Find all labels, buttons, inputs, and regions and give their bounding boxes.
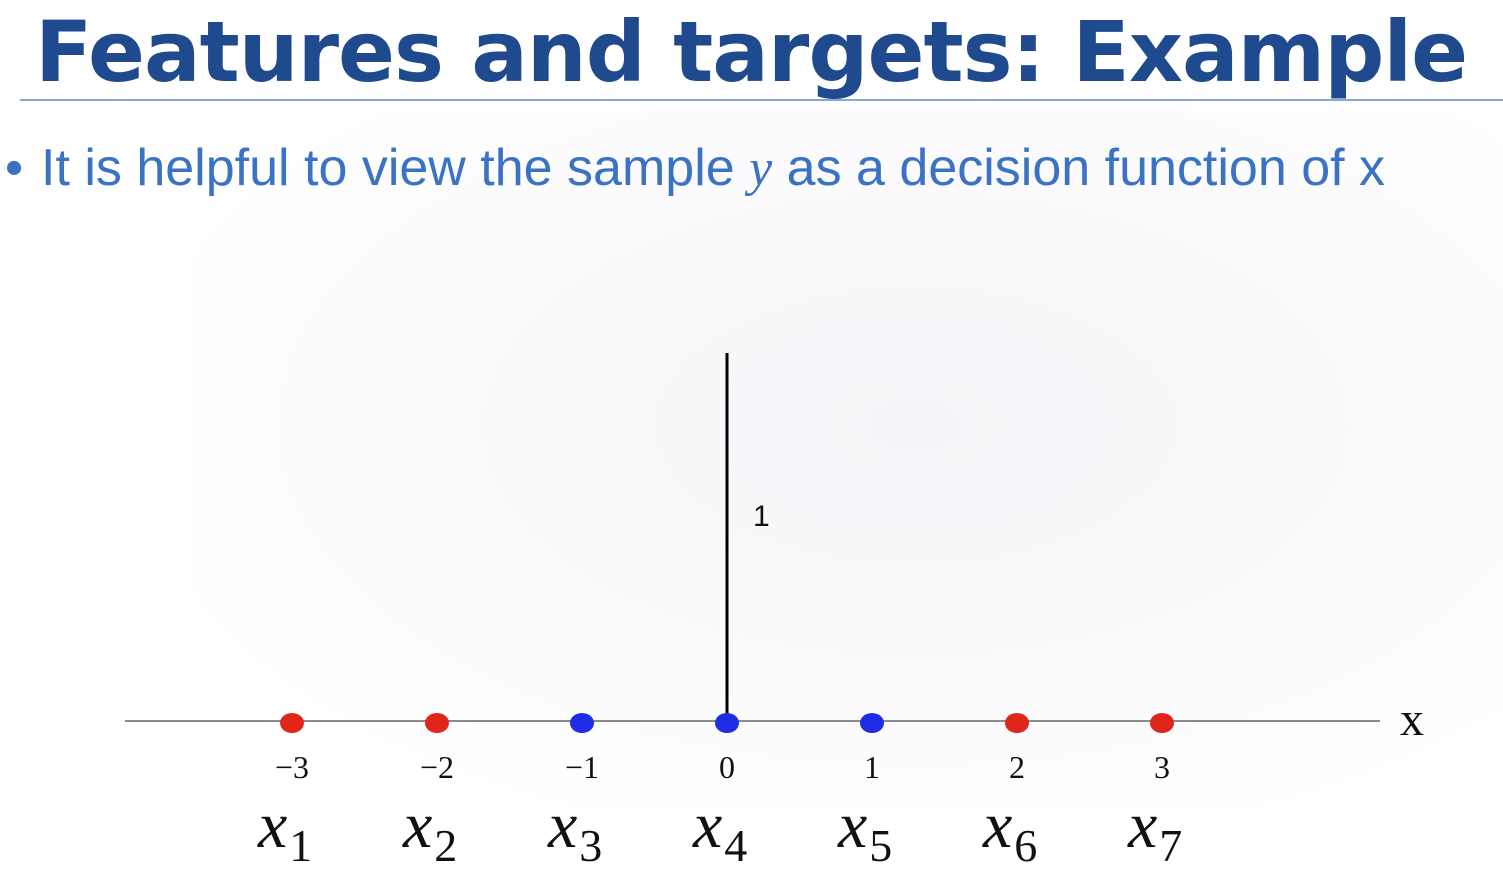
- title-underline: [20, 99, 1503, 101]
- bullet-text-before: It is helpful to view the sample: [41, 139, 750, 197]
- x-tick-label-1: −3: [275, 749, 309, 785]
- point-name-1: x1: [257, 789, 312, 871]
- bullet-variable-y: y: [749, 140, 773, 197]
- data-point-3: [570, 713, 594, 733]
- data-point-5: [860, 713, 884, 733]
- stem-height-label: 1: [753, 500, 770, 533]
- x-tick-label-2: −2: [420, 749, 454, 785]
- data-point-1: [280, 713, 304, 733]
- slide-title: Features and targets: Example: [35, 3, 1468, 101]
- data-point-4: [715, 713, 739, 733]
- x-tick-label-6: 2: [1009, 749, 1025, 785]
- data-points: −3 x1 −2 x2 −1 x3 0 x4 1 x5 2 x6 3 x7: [257, 713, 1182, 871]
- faded-background-figure: [195, 110, 1503, 810]
- bullet-point: • It is helpful to view the sample y as a…: [5, 138, 1385, 199]
- data-point-7: [1150, 713, 1174, 733]
- x-tick-label-4: 0: [719, 749, 735, 785]
- bullet-dot: •: [5, 139, 24, 197]
- x-tick-label-7: 3: [1154, 749, 1170, 785]
- point-name-6: x6: [982, 789, 1037, 871]
- point-name-2: x2: [402, 789, 457, 871]
- point-name-4: x4: [692, 789, 747, 871]
- data-point-2: [425, 713, 449, 733]
- point-name-5: x5: [837, 789, 892, 871]
- point-name-7: x7: [1127, 789, 1182, 871]
- point-name-3: x3: [547, 789, 602, 871]
- x-tick-label-5: 1: [864, 749, 880, 785]
- bullet-text-after: as a decision function of x: [772, 139, 1386, 197]
- data-point-6: [1005, 713, 1029, 733]
- x-tick-label-3: −1: [565, 749, 599, 785]
- x-axis-label: x: [1400, 693, 1424, 746]
